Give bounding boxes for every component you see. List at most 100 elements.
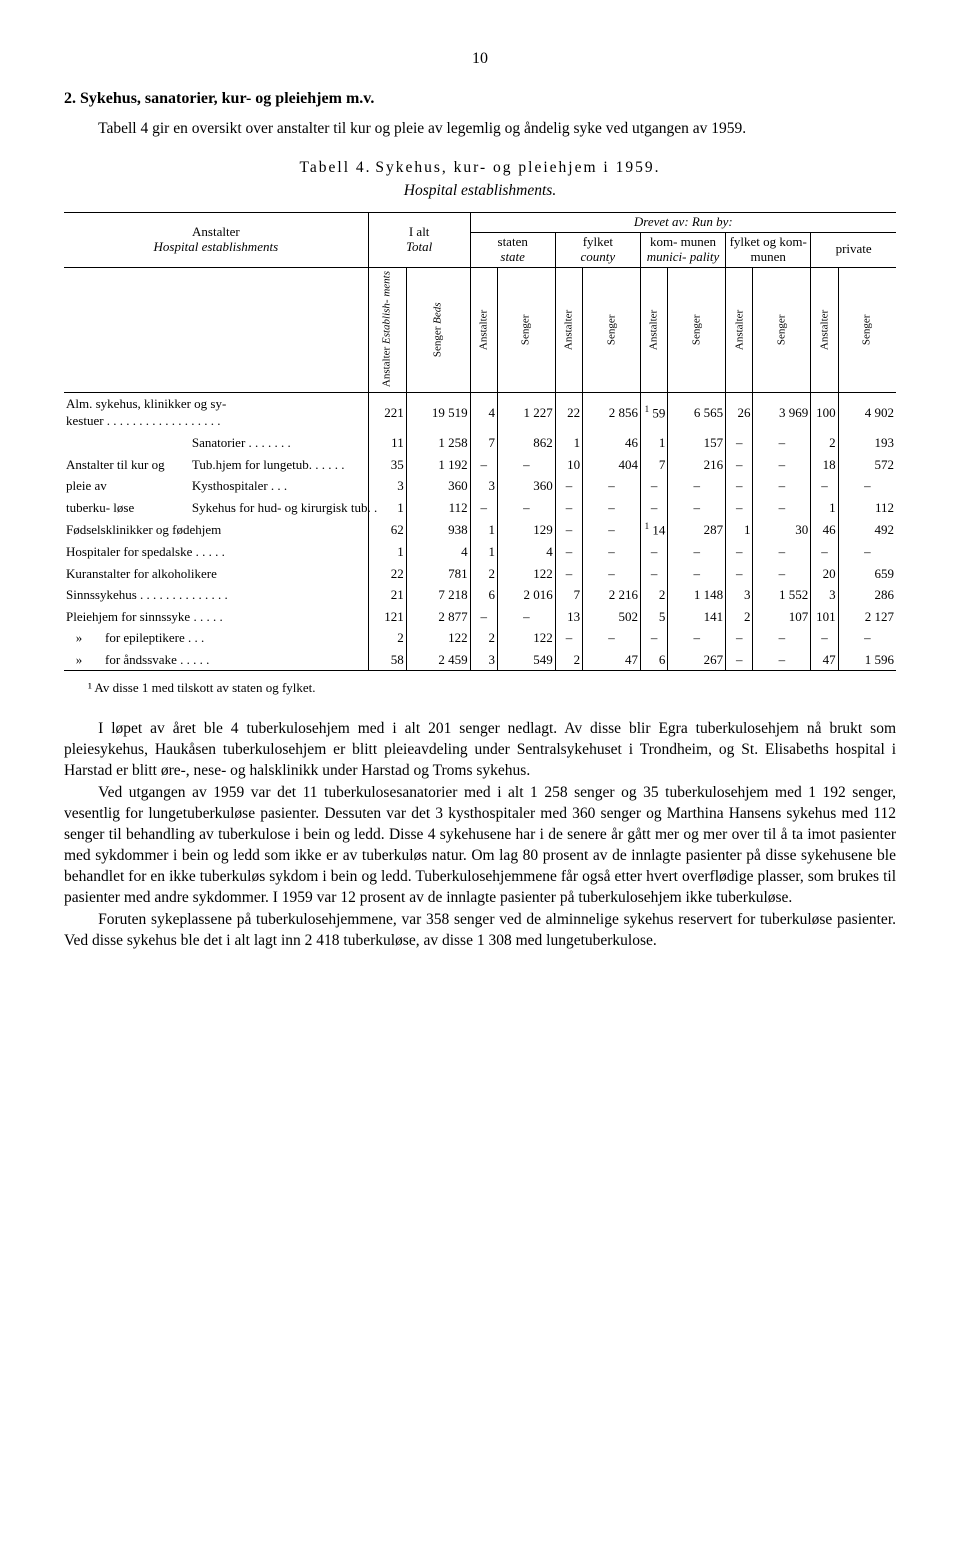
cell: 4 xyxy=(406,541,470,563)
lbl: Senger xyxy=(520,315,532,346)
cell: 659 xyxy=(838,563,896,585)
cell: 2 127 xyxy=(838,606,896,628)
grp-fylket-it: county xyxy=(558,250,638,265)
cell: – xyxy=(753,563,811,585)
grp-fylket-top: fylket xyxy=(558,235,638,250)
table-row: Alm. sykehus, klinikker og sy- kestuer .… xyxy=(64,392,896,432)
intro-paragraph: Tabell 4 gir en oversikt over anstalter … xyxy=(64,119,896,140)
cell: 21 xyxy=(368,584,406,606)
cell: – xyxy=(668,475,726,497)
cell: 572 xyxy=(838,454,896,476)
cell: 938 xyxy=(406,518,470,541)
cell: 287 xyxy=(668,518,726,541)
cell: 1 xyxy=(470,518,497,541)
row-label: tuberku- løseSykehus for hud- og kirurgi… xyxy=(64,497,368,519)
cell: – xyxy=(583,497,641,519)
grp-fylketkom: fylket og kom- munen xyxy=(726,232,811,267)
cell: 1 596 xyxy=(838,649,896,671)
cell: – xyxy=(640,627,667,649)
cell: 2 216 xyxy=(583,584,641,606)
sub-a-2: Anstalter xyxy=(555,267,582,392)
cell: 3 xyxy=(470,649,497,671)
cell: 360 xyxy=(406,475,470,497)
cell: 3 xyxy=(726,584,753,606)
cell: 2 xyxy=(470,563,497,585)
sub-s-3: Senger xyxy=(668,267,726,392)
cell: 62 xyxy=(368,518,406,541)
sub-s-4: Senger xyxy=(753,267,811,392)
row-label: Kuranstalter for alkoholikere xyxy=(64,563,368,585)
grp-staten: staten state xyxy=(470,232,555,267)
cell: – xyxy=(668,563,726,585)
row-label: Hospitaler for spedalske . . . . . xyxy=(64,541,368,563)
ialt-head: I alt Total xyxy=(368,212,470,267)
cell: – xyxy=(726,432,753,454)
cell: 157 xyxy=(668,432,726,454)
sub-s-5: Senger xyxy=(838,267,896,392)
cell: 2 016 xyxy=(497,584,555,606)
stub-head-top: Anstalter xyxy=(66,225,366,240)
cell: – xyxy=(497,454,555,476)
table-subtitle: Hospital establishments. xyxy=(64,181,896,202)
cell: 1 227 xyxy=(497,392,555,432)
table-row: Pleiehjem for sinnssyke . . . . .1212 87… xyxy=(64,606,896,628)
cell: 3 969 xyxy=(753,392,811,432)
cell: 7 xyxy=(640,454,667,476)
cell: 216 xyxy=(668,454,726,476)
stub-head-bottom: Hospital establishments xyxy=(66,240,366,255)
grp-staten-it: state xyxy=(473,250,553,265)
body-paragraph: Foruten sykeplassene på tuberkulosehjemm… xyxy=(64,910,896,952)
body-text: I løpet av året ble 4 tuberkulosehjem me… xyxy=(64,719,896,952)
cell: – xyxy=(497,497,555,519)
cell: 7 218 xyxy=(406,584,470,606)
cell: – xyxy=(753,432,811,454)
cell: 2 xyxy=(368,627,406,649)
lbl: Anstalter xyxy=(563,310,575,350)
cell: – xyxy=(753,497,811,519)
cell: – xyxy=(668,627,726,649)
cell: 3 xyxy=(470,475,497,497)
cell: – xyxy=(811,475,838,497)
table-row: Sinnssykehus . . . . . . . . . . . . . .… xyxy=(64,584,896,606)
cell: 7 xyxy=(555,584,582,606)
cell: 2 xyxy=(811,432,838,454)
cell: 121 xyxy=(368,606,406,628)
cell: – xyxy=(726,563,753,585)
cell: 1 xyxy=(555,432,582,454)
cell: – xyxy=(555,627,582,649)
cell: 2 856 xyxy=(583,392,641,432)
table-row: Hospitaler for spedalske . . . . .1414––… xyxy=(64,541,896,563)
cell: – xyxy=(470,454,497,476)
cell: 26 xyxy=(726,392,753,432)
row-label: » for åndssvake . . . . . xyxy=(64,649,368,671)
cell: – xyxy=(555,563,582,585)
cell: – xyxy=(811,627,838,649)
cell: 46 xyxy=(583,432,641,454)
cell: 286 xyxy=(838,584,896,606)
cell: 58 xyxy=(368,649,406,671)
cell: – xyxy=(583,475,641,497)
lbl: Senger xyxy=(690,315,702,346)
row-label: Pleiehjem for sinnssyke . . . . . xyxy=(64,606,368,628)
cell: 1 552 xyxy=(753,584,811,606)
sub-a-3: Anstalter xyxy=(640,267,667,392)
cell: – xyxy=(668,541,726,563)
table-row: Fødselsklinikker og fødehjem629381129––1… xyxy=(64,518,896,541)
cell: – xyxy=(753,454,811,476)
section-number: 2. xyxy=(64,90,76,107)
cell: – xyxy=(470,606,497,628)
cell: 1 192 xyxy=(406,454,470,476)
cell: 502 xyxy=(583,606,641,628)
cell: 267 xyxy=(668,649,726,671)
sub-a-4: Anstalter xyxy=(726,267,753,392)
page-number: 10 xyxy=(64,48,896,70)
cell: – xyxy=(726,475,753,497)
cell: 122 xyxy=(497,627,555,649)
cell: 100 xyxy=(811,392,838,432)
cell: – xyxy=(555,541,582,563)
cell: 101 xyxy=(811,606,838,628)
cell: 2 xyxy=(726,606,753,628)
sub-anstalter-0a: Anstalter Establish- ments xyxy=(368,267,406,392)
cell: – xyxy=(583,563,641,585)
cell: 2 xyxy=(555,649,582,671)
